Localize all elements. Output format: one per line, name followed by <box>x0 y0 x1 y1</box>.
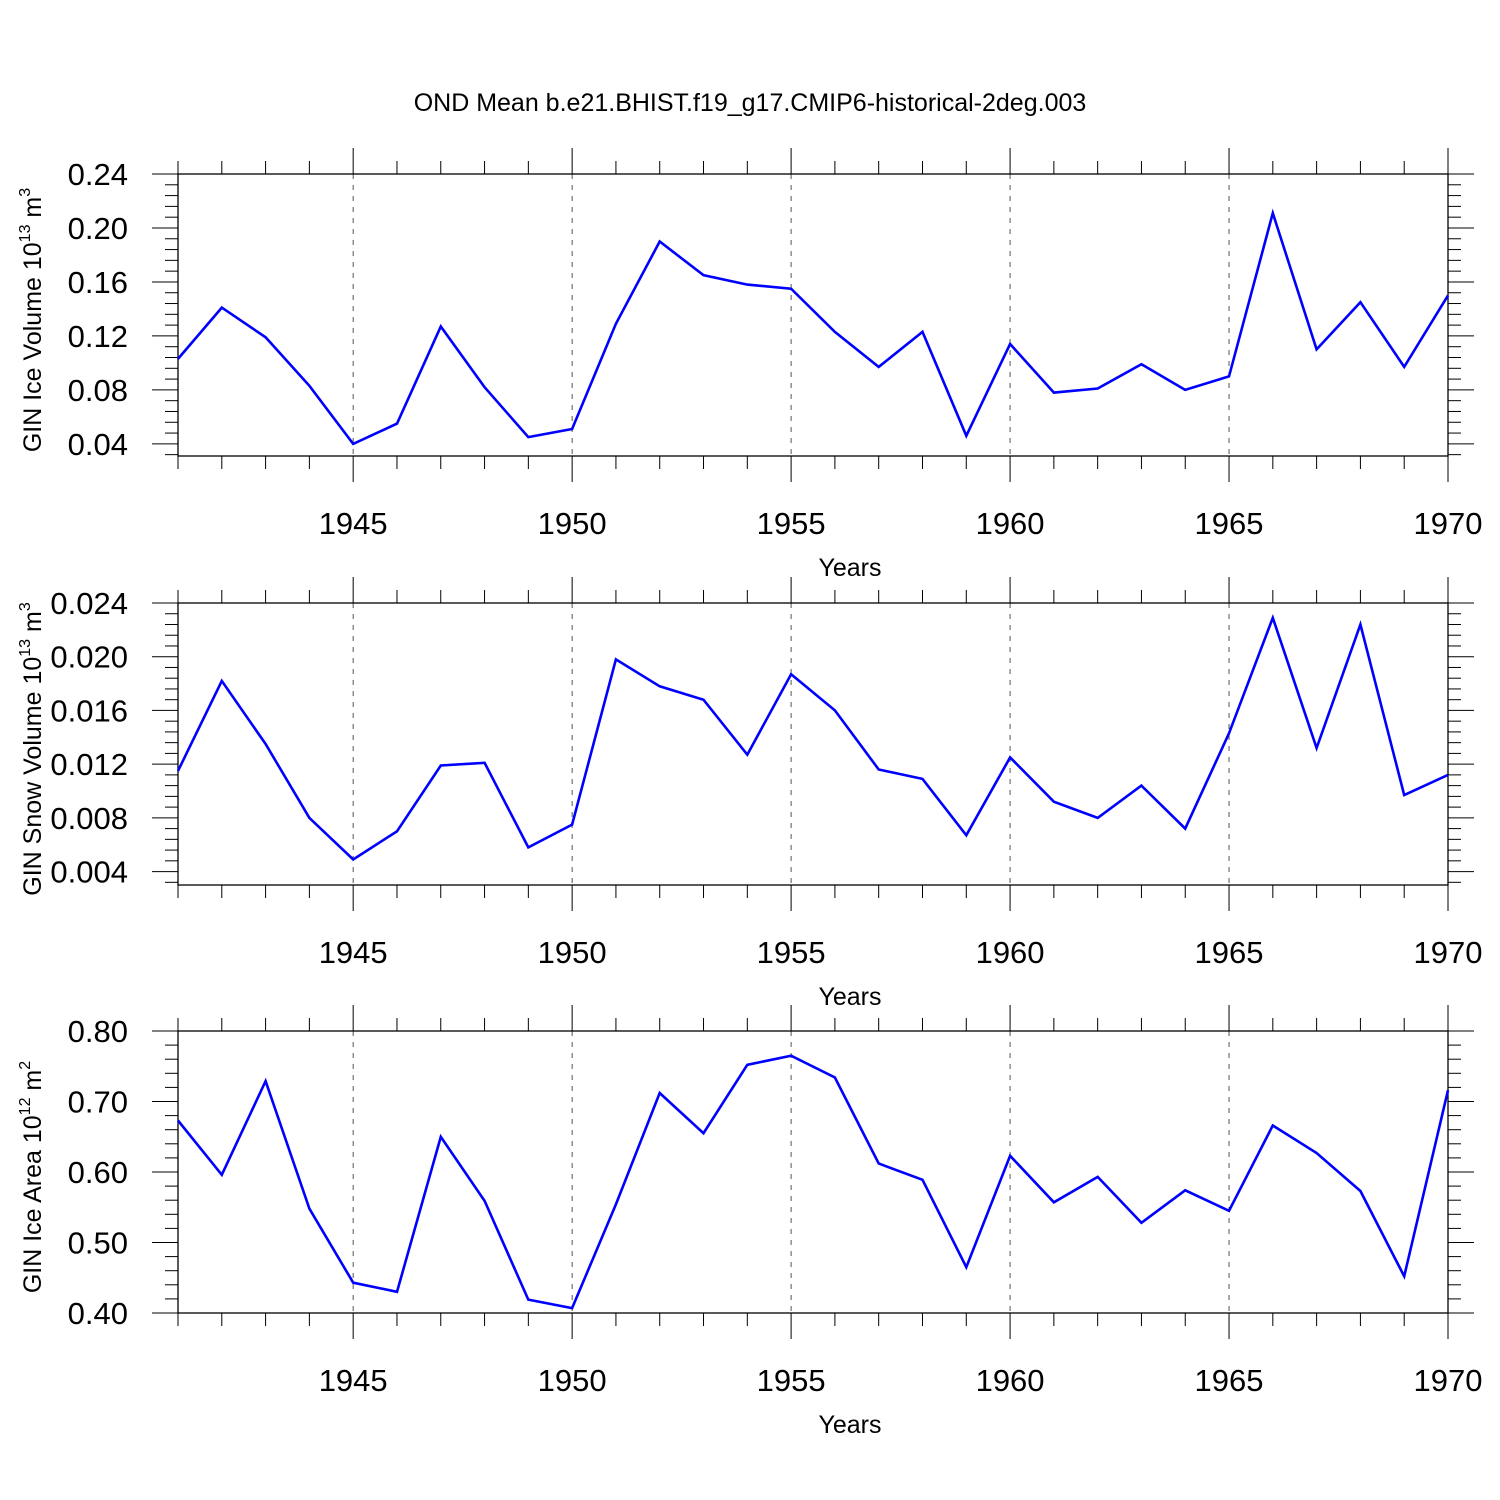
y-tick-label: 0.008 <box>50 801 128 836</box>
x-tick-label-1955: 1955 <box>757 1363 826 1398</box>
y-tick-label: 0.024 <box>50 586 128 621</box>
x-tick-label-1970: 1970 <box>1414 1363 1483 1398</box>
x-axis-label: Years <box>818 1411 881 1439</box>
plot-frame <box>177 1030 1449 1314</box>
y-tick-label: 0.60 <box>68 1155 128 1190</box>
y-tick-label: 0.12 <box>68 319 128 354</box>
x-tick-label-1960: 1960 <box>976 1363 1045 1398</box>
y-tick-label: 0.08 <box>68 373 128 408</box>
x-tick-label-1960: 1960 <box>976 935 1045 970</box>
x-tick-label-1955: 1955 <box>757 506 826 541</box>
y-tick-label: 0.016 <box>50 693 128 728</box>
x-tick-label-1965: 1965 <box>1195 506 1264 541</box>
y-tick-label: 0.40 <box>68 1296 128 1331</box>
x-tick-label-1965: 1965 <box>1195 1363 1264 1398</box>
x-tick-label-1945: 1945 <box>319 935 388 970</box>
x-tick-label-1965: 1965 <box>1195 935 1264 970</box>
y-tick-label: 0.50 <box>68 1226 128 1261</box>
y-tick-label: 0.70 <box>68 1085 128 1120</box>
y-axis-label: GIN Ice Volume 1013 m3 <box>17 188 47 452</box>
y-tick-label: 0.020 <box>50 640 128 675</box>
x-tick-label-1950: 1950 <box>538 1363 607 1398</box>
x-tick-label-1950: 1950 <box>538 506 607 541</box>
x-tick-label-1945: 1945 <box>319 506 388 541</box>
series-line <box>177 208 1450 446</box>
plot-frame <box>177 602 1449 886</box>
panel-ice-volume: 1945 1950 1955 1960 1965 1970 Years 0.04 0.08 0.1… <box>17 148 1482 582</box>
x-tick-label-1970: 1970 <box>1414 935 1483 970</box>
y-axis-label: GIN Snow Volume 1013 m3 <box>17 602 47 896</box>
y-tick-label: 0.012 <box>50 747 128 782</box>
x-tick-label-1970: 1970 <box>1414 506 1483 541</box>
y-axis-label: GIN Ice Area 1012 m2 <box>17 1061 47 1293</box>
x-tick-label-1950: 1950 <box>538 935 607 970</box>
panel-snow-volume: 1945 1950 1955 1960 1965 1970 Years 0.004 0.008 0… <box>17 577 1482 1011</box>
x-axis-label: Years <box>818 554 881 582</box>
x-tick-label-1945: 1945 <box>319 1363 388 1398</box>
y-tick-label: 0.24 <box>68 157 128 192</box>
y-tick-label: 0.04 <box>68 427 128 462</box>
x-axis-label: Years <box>818 983 881 1011</box>
y-tick-label: 0.004 <box>50 855 128 890</box>
y-tick-label: 0.16 <box>68 265 128 300</box>
series-line <box>176 1054 1450 1310</box>
x-tick-label-1960: 1960 <box>976 506 1045 541</box>
x-tick-label-1955: 1955 <box>757 935 826 970</box>
y-tick-label: 0.20 <box>68 211 128 246</box>
y-tick-label: 0.80 <box>68 1014 128 1049</box>
plot-frame <box>177 173 1449 457</box>
panel-ice-area: 1945 1950 1955 1960 1965 1970 Years 0.40 0.50 0.6… <box>17 1005 1482 1439</box>
series-line <box>176 613 1449 862</box>
figure-title: OND Mean b.e21.BHIST.f19_g17.CMIP6-histo… <box>414 89 1087 117</box>
